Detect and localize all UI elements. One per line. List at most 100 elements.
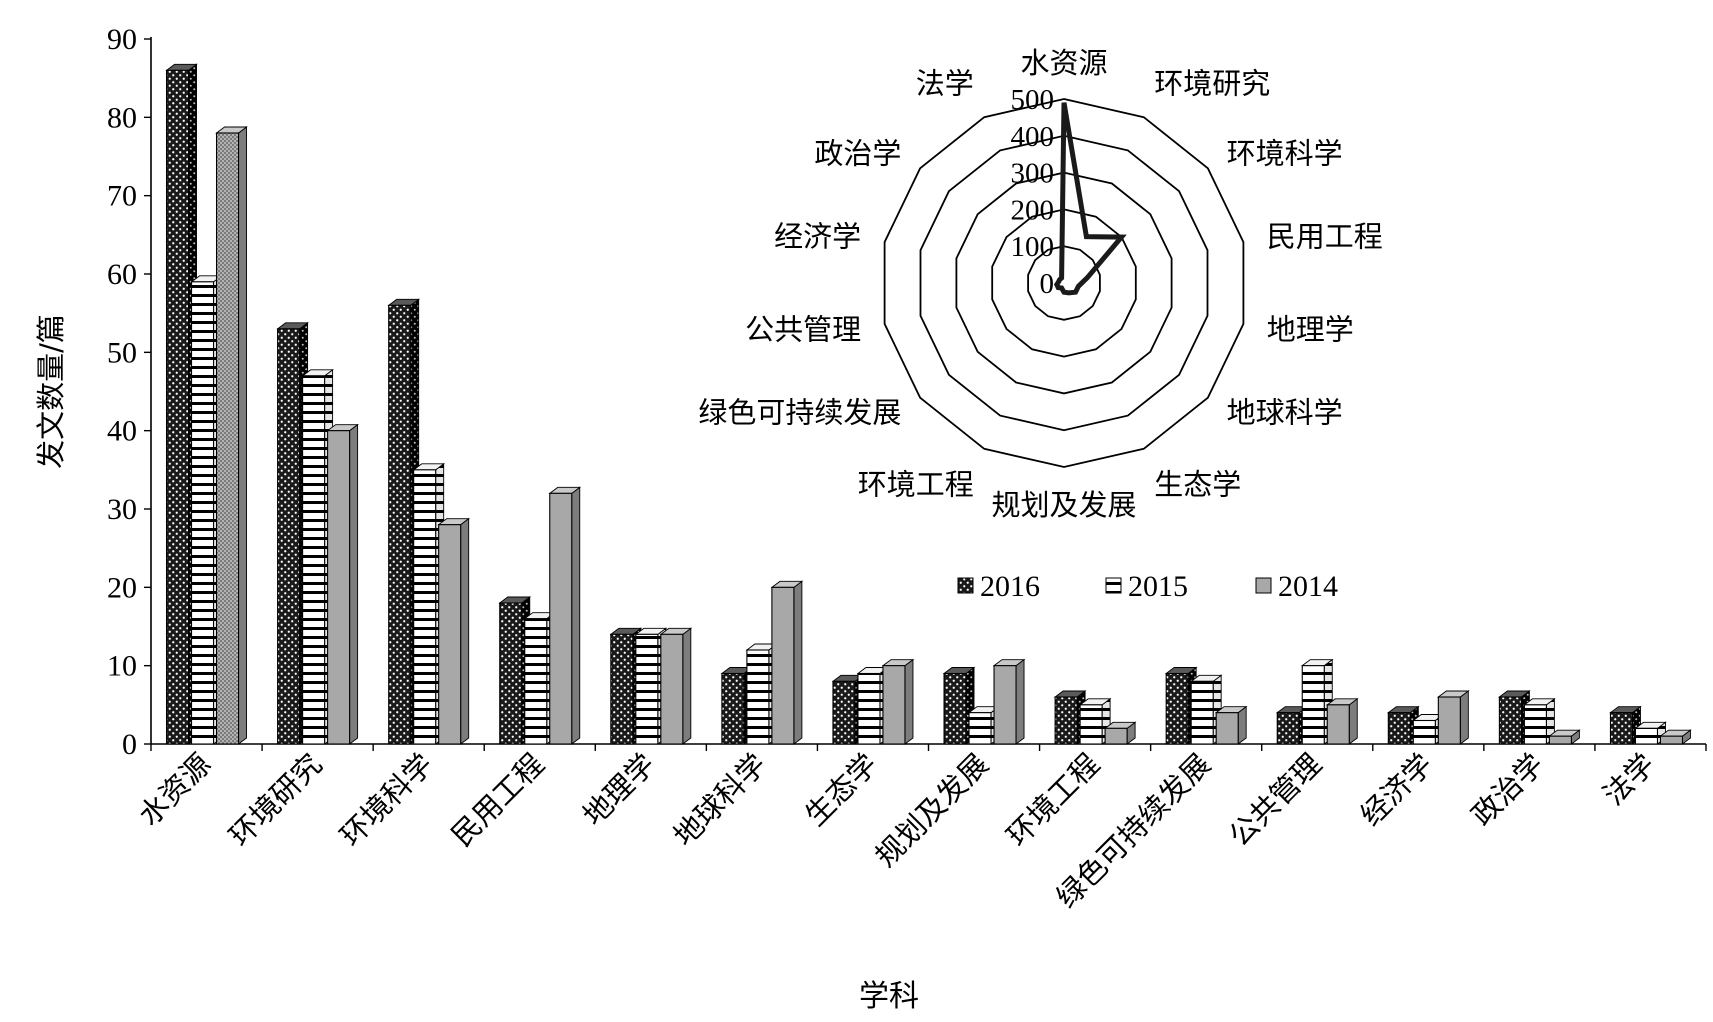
- bar-front: [549, 492, 573, 745]
- x-tick-label: 地球科学: [667, 747, 773, 853]
- bar-front: [165, 69, 190, 745]
- radar-category-label: 民用工程: [1267, 220, 1383, 254]
- bar-front: [302, 375, 326, 745]
- bar-front: [1609, 712, 1634, 745]
- bar-front: [993, 665, 1017, 745]
- radar-tick-label: 400: [1011, 121, 1055, 153]
- x-tick-label: 经济学: [1354, 747, 1440, 833]
- x-tick-label: 民用工程: [445, 747, 551, 853]
- bar-side: [349, 423, 359, 745]
- bar-front: [771, 586, 795, 745]
- x-tick-label: 规划及发展: [868, 747, 995, 874]
- y-tick-label: 80: [107, 101, 137, 134]
- radar-category-label: 法学: [916, 67, 974, 101]
- bar-front: [1634, 727, 1659, 745]
- bar-side: [793, 580, 803, 745]
- bar-front: [1165, 672, 1189, 745]
- bar-front: [1412, 719, 1436, 745]
- radar-grid-ring: [883, 98, 1245, 468]
- bar: [1103, 721, 1137, 745]
- bar-front: [1215, 712, 1239, 745]
- x-tick-label: 环境工程: [1000, 747, 1106, 853]
- bar-front: [327, 430, 351, 745]
- bar: [1659, 729, 1692, 745]
- x-tick-label: 地理学: [576, 747, 662, 833]
- bar: [1548, 729, 1581, 745]
- bar: [1300, 658, 1334, 745]
- bar: [659, 627, 693, 745]
- y-tick-label: 10: [107, 650, 137, 683]
- y-tick-label: 70: [107, 180, 137, 213]
- bar: [881, 658, 915, 745]
- radar-category-label: 环境科学: [1227, 136, 1343, 170]
- radar-category-label: 地球科学: [1227, 396, 1343, 430]
- bar-front: [1498, 696, 1522, 745]
- radar-category-label: 环境研究: [1154, 67, 1270, 101]
- bar: [770, 580, 804, 745]
- bar-front: [438, 524, 462, 745]
- bar-front: [277, 328, 301, 745]
- radar-grid-ring: [955, 171, 1173, 395]
- bar-front: [1190, 680, 1214, 745]
- x-tick-label: 水资源: [132, 747, 218, 833]
- bar-front: [610, 633, 634, 745]
- bar-front: [388, 304, 412, 745]
- bar-side: [1459, 690, 1469, 745]
- bar-front: [660, 633, 684, 745]
- radar-grid-ring: [991, 208, 1137, 358]
- y-tick-label: 90: [107, 23, 137, 56]
- radar-tick-label: 300: [1011, 158, 1055, 190]
- x-tick-label: 法学: [1596, 747, 1661, 812]
- radar-category-label: 生态学: [1154, 467, 1241, 501]
- bar: [548, 486, 582, 745]
- bar-side: [1348, 697, 1358, 745]
- radar-category-label: 经济学: [774, 220, 861, 254]
- x-tick-label: 环境科学: [334, 747, 440, 853]
- bar-front: [882, 665, 906, 745]
- bar: [1436, 690, 1470, 745]
- bar: [1386, 705, 1420, 745]
- bar-front: [1387, 712, 1411, 745]
- bar: [1325, 697, 1359, 745]
- bar-front: [1548, 735, 1572, 745]
- y-tick-label: 20: [107, 571, 137, 604]
- y-axis-label: 发文数量/篇: [34, 314, 68, 469]
- bar-side: [460, 517, 470, 745]
- bar-front: [943, 672, 967, 745]
- bar-front: [413, 469, 437, 745]
- bar-front: [1301, 665, 1325, 745]
- bar-front: [1326, 704, 1350, 745]
- legend-swatch: [957, 577, 974, 594]
- radar-category-label: 水资源: [1020, 46, 1107, 80]
- y-tick-label: 0: [122, 728, 137, 761]
- bar-front: [524, 618, 548, 745]
- radar-category-label: 绿色可持续发展: [698, 396, 901, 430]
- bar-side: [571, 486, 581, 745]
- bar: [745, 643, 779, 745]
- bar-front: [857, 672, 881, 745]
- y-tick-label: 40: [107, 415, 137, 448]
- y-tick-label: 50: [107, 336, 137, 369]
- legend-label: 2015: [1128, 570, 1188, 603]
- bar-front: [721, 672, 745, 745]
- bar-side: [1015, 658, 1025, 745]
- radar-category-label: 规划及发展: [991, 488, 1136, 522]
- x-tick-label: 公共管理: [1222, 747, 1328, 853]
- radar-grid-ring: [919, 134, 1209, 432]
- bar: [1634, 721, 1667, 745]
- bar-front: [1437, 696, 1461, 745]
- legend-label: 2016: [980, 570, 1040, 603]
- x-tick-label: 政治学: [1465, 747, 1551, 833]
- y-tick-label: 30: [107, 493, 137, 526]
- bar-front: [1104, 727, 1128, 745]
- bar-side: [904, 658, 914, 745]
- bar-front: [968, 712, 992, 745]
- radar-series-line: [1053, 102, 1127, 296]
- bar-front: [1523, 704, 1547, 745]
- x-tick-label: 生态学: [798, 747, 884, 833]
- y-tick-label: 60: [107, 258, 137, 291]
- bar: [1189, 674, 1223, 745]
